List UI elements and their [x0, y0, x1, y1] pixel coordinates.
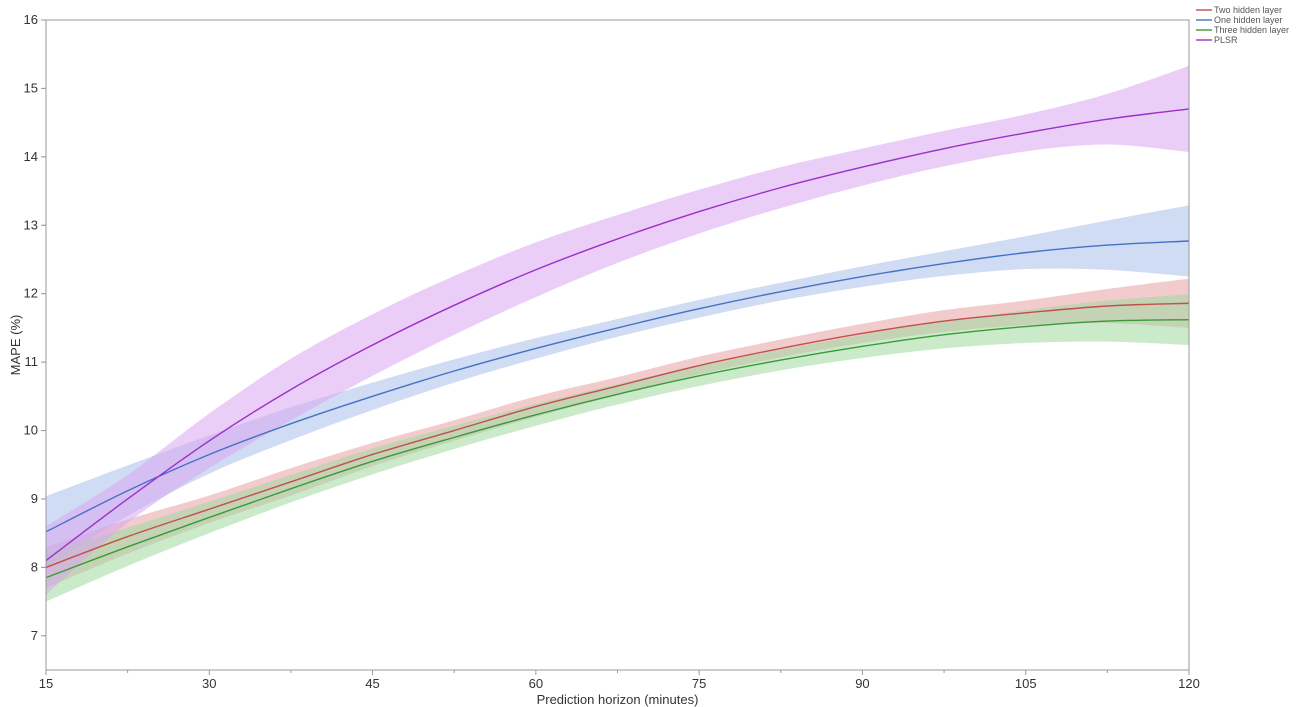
x-tick-label: 45	[365, 676, 379, 691]
x-tick-label: 90	[855, 676, 869, 691]
y-tick-label: 14	[24, 149, 38, 164]
line-three-hidden-layer	[45, 318, 1190, 579]
series-lines	[45, 108, 1190, 579]
x-tick-label: 120	[1178, 676, 1200, 691]
x-tick-label: 60	[529, 676, 543, 691]
y-tick-label: 13	[24, 217, 38, 232]
y-tick-label: 10	[24, 423, 38, 438]
x-axis: 15 30 45 60 75 90 105 120	[39, 670, 1200, 691]
confidence-bands	[46, 65, 1189, 602]
x-tick-label: 30	[202, 676, 216, 691]
y-axis: 7 8 9 10 11 12 13 14 15 16	[24, 12, 46, 643]
y-tick-label: 9	[31, 491, 38, 506]
line-one-hidden-layer	[45, 240, 1190, 533]
y-tick-label: 16	[24, 12, 38, 27]
band-three-hidden-layer	[46, 294, 1189, 602]
y-tick-label: 12	[24, 286, 38, 301]
legend-label-plsr: PLSR	[1214, 35, 1238, 45]
y-tick-label: 8	[31, 559, 38, 574]
x-tick-label: 75	[692, 676, 706, 691]
y-axis-label: MAPE (%)	[8, 315, 23, 376]
line-plsr	[45, 108, 1190, 562]
y-tick-label: 15	[24, 80, 38, 95]
band-plsr	[46, 65, 1189, 595]
y-tick-label: 7	[31, 628, 38, 643]
x-axis-label: Prediction horizon (minutes)	[537, 692, 699, 707]
legend-label-one-hidden-layer: One hidden layer	[1214, 15, 1283, 25]
x-tick-label: 105	[1015, 676, 1037, 691]
band-one-hidden-layer	[46, 205, 1189, 568]
legend-label-three-hidden-layer: Three hidden layer	[1214, 25, 1289, 35]
line-two-hidden-layer	[45, 302, 1190, 569]
y-tick-label: 11	[25, 354, 39, 369]
legend-label-two-hidden-layer: Two hidden layer	[1214, 5, 1282, 15]
x-tick-label: 15	[39, 676, 53, 691]
